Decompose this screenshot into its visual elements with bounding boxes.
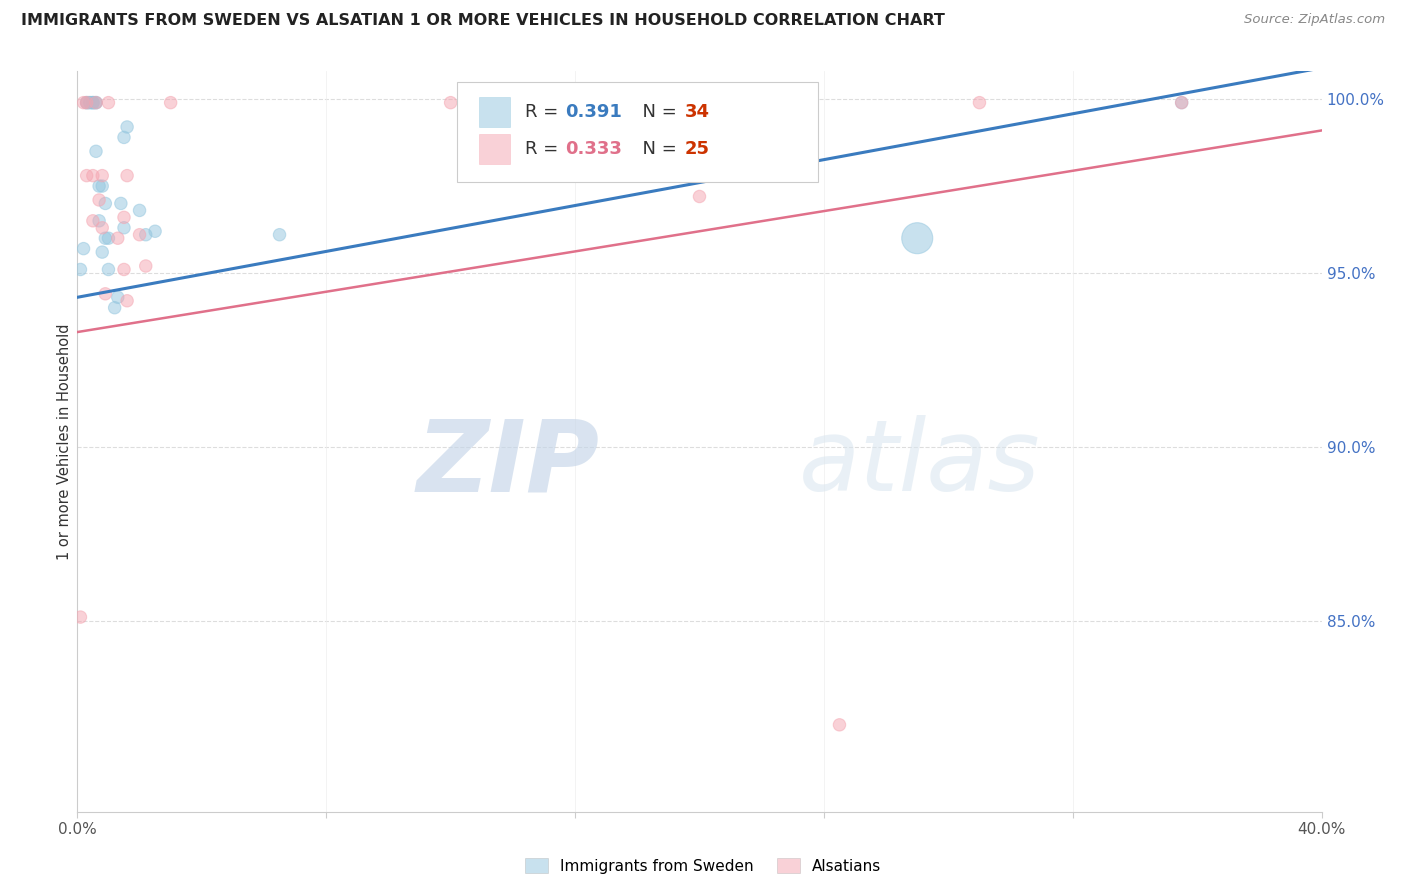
- Text: R =: R =: [526, 140, 564, 158]
- Point: [828, 718, 851, 732]
- Text: ZIP: ZIP: [418, 416, 600, 512]
- FancyBboxPatch shape: [457, 82, 818, 183]
- Point: [82, 169, 104, 183]
- Point: [76, 169, 98, 183]
- Point: [84, 95, 107, 110]
- Text: atlas: atlas: [799, 416, 1040, 512]
- Point: [97, 262, 120, 277]
- Point: [69, 262, 91, 277]
- Point: [112, 220, 135, 235]
- Legend: Immigrants from Sweden, Alsatians: Immigrants from Sweden, Alsatians: [519, 852, 887, 880]
- FancyBboxPatch shape: [479, 97, 510, 127]
- Point: [79, 95, 101, 110]
- Point: [112, 211, 135, 225]
- Point: [87, 179, 110, 194]
- Point: [128, 203, 150, 218]
- Point: [1170, 95, 1192, 110]
- Point: [82, 214, 104, 228]
- Point: [135, 259, 157, 273]
- Point: [94, 286, 117, 301]
- Point: [440, 95, 463, 110]
- Point: [112, 262, 135, 277]
- Point: [91, 220, 114, 235]
- Point: [112, 130, 135, 145]
- Point: [269, 227, 291, 242]
- Point: [115, 293, 138, 308]
- Point: [91, 179, 114, 194]
- Point: [905, 231, 928, 245]
- Point: [104, 301, 127, 315]
- Point: [82, 95, 104, 110]
- FancyBboxPatch shape: [479, 135, 510, 164]
- Point: [79, 95, 101, 110]
- Text: Source: ZipAtlas.com: Source: ZipAtlas.com: [1244, 13, 1385, 27]
- Point: [969, 95, 991, 110]
- Point: [82, 95, 104, 110]
- Text: 25: 25: [685, 140, 710, 158]
- Text: IMMIGRANTS FROM SWEDEN VS ALSATIAN 1 OR MORE VEHICLES IN HOUSEHOLD CORRELATION C: IMMIGRANTS FROM SWEDEN VS ALSATIAN 1 OR …: [21, 13, 945, 29]
- Text: N =: N =: [631, 103, 682, 121]
- Point: [69, 610, 91, 624]
- Text: 0.333: 0.333: [565, 140, 621, 158]
- Point: [76, 95, 98, 110]
- Point: [97, 231, 120, 245]
- Point: [1170, 95, 1192, 110]
- Point: [110, 196, 132, 211]
- Point: [128, 227, 150, 242]
- Point: [87, 193, 110, 207]
- Text: 0.391: 0.391: [565, 103, 621, 121]
- Point: [84, 145, 107, 159]
- Text: 34: 34: [685, 103, 710, 121]
- Point: [107, 231, 129, 245]
- Point: [91, 169, 114, 183]
- Point: [159, 95, 181, 110]
- Point: [84, 95, 107, 110]
- Point: [471, 95, 494, 110]
- Point: [94, 231, 117, 245]
- Point: [76, 95, 98, 110]
- Point: [72, 95, 94, 110]
- Point: [76, 95, 98, 110]
- Point: [87, 214, 110, 228]
- Text: R =: R =: [526, 103, 564, 121]
- Point: [82, 95, 104, 110]
- Point: [689, 189, 711, 203]
- Point: [143, 224, 166, 238]
- Point: [735, 95, 758, 110]
- Point: [115, 120, 138, 134]
- Y-axis label: 1 or more Vehicles in Household: 1 or more Vehicles in Household: [56, 323, 72, 560]
- Point: [97, 95, 120, 110]
- Point: [115, 169, 138, 183]
- Point: [94, 196, 117, 211]
- Point: [72, 242, 94, 256]
- Text: N =: N =: [631, 140, 682, 158]
- Point: [84, 95, 107, 110]
- Point: [135, 227, 157, 242]
- Point: [107, 290, 129, 304]
- Point: [91, 245, 114, 260]
